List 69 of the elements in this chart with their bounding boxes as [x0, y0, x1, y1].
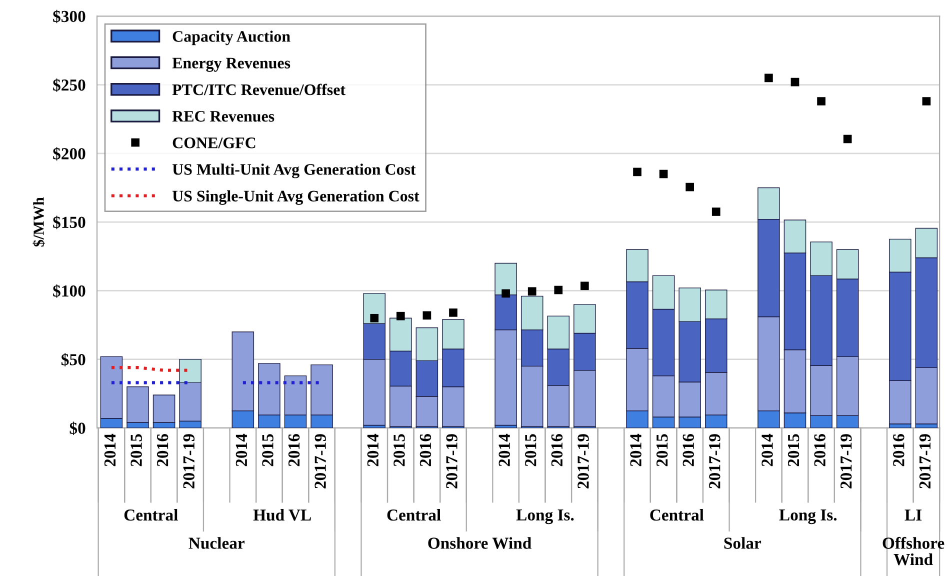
- x-tick-label: 2016: [288, 434, 300, 466]
- x-tick-label: 2014: [236, 434, 248, 466]
- y-tick-label: $200: [53, 147, 86, 160]
- text: LI: [904, 510, 922, 521]
- text: Onshore Wind: [428, 537, 532, 549]
- x-tick-label: 2016: [893, 434, 904, 466]
- point: [422, 311, 432, 320]
- x-tick-label: 2014: [367, 434, 379, 466]
- x-tick-label: 2015: [262, 434, 274, 466]
- x-tick-label: 2017-19: [919, 434, 931, 488]
- point: [580, 282, 589, 290]
- text: Solar: [724, 537, 762, 549]
- point: [922, 97, 931, 106]
- point: [843, 134, 852, 144]
- x-tick-label: 2016: [156, 434, 168, 466]
- x-tick-label: 2016: [814, 434, 826, 466]
- point: [659, 170, 668, 178]
- x-tick-label: 2016: [551, 434, 563, 466]
- y-axis-title: $/MWh: [32, 197, 45, 247]
- x-tick-label: 2015: [394, 434, 405, 466]
- text: Hud VL: [253, 508, 311, 521]
- text: Central: [650, 508, 704, 521]
- legend-label: US Single-Unit Avg Generation Cost: [172, 190, 420, 205]
- x-tick-label: 2014: [104, 434, 116, 466]
- y-tick-label: $250: [53, 78, 86, 92]
- legend-label: PTC/ITC Revenue/Offset: [172, 84, 346, 96]
- point: [554, 286, 563, 294]
- point: [790, 78, 800, 86]
- x-tick-label: 2017-19: [314, 434, 326, 488]
- x-tick-label: 2016: [682, 434, 694, 466]
- point: [370, 314, 379, 322]
- point: [449, 308, 458, 317]
- point: [712, 208, 720, 216]
- point: [633, 168, 642, 176]
- x-tick-label: 2017-19: [840, 434, 852, 488]
- x-tick-label: 2015: [525, 434, 536, 466]
- x-tick-label: 2015: [788, 434, 800, 466]
- text: Long Is.: [779, 509, 837, 524]
- x-tick-label: 2015: [130, 434, 142, 466]
- point: [502, 289, 510, 298]
- y-tick-label: $300: [53, 10, 86, 24]
- x-tick-label: 2017-19: [183, 434, 194, 488]
- point: [817, 97, 826, 106]
- y-tick-label: $150: [53, 216, 86, 230]
- x-tick-label: 2015: [656, 434, 668, 466]
- x-tick-label: 2017-19: [446, 434, 458, 488]
- legend-label: REC Revenues: [172, 110, 274, 122]
- legend-label: Capacity Auction: [172, 30, 290, 46]
- point: [764, 74, 773, 82]
- x-tick-label: 2014: [762, 434, 773, 466]
- point: [396, 312, 405, 320]
- x-tick-label: 2016: [420, 434, 432, 466]
- y-tick-label: $50: [61, 353, 86, 366]
- text: Central: [387, 508, 441, 521]
- text: Nuclear: [188, 537, 244, 549]
- x-tick-label: 2014: [630, 434, 642, 466]
- point: [686, 182, 694, 192]
- point: [528, 287, 536, 296]
- legend-label: US Multi-Unit Avg Generation Cost: [172, 164, 416, 178]
- y-tick-label: $100: [53, 284, 86, 298]
- legend-label: CONE/GFC: [172, 138, 256, 148]
- x-tick-label: 2017-19: [578, 434, 589, 488]
- y-tick-label: $0: [70, 422, 86, 436]
- text: Long Is.: [516, 509, 574, 524]
- legend-label: Energy Revenues: [172, 58, 290, 72]
- text: Offshore Wind: [882, 536, 944, 566]
- x-tick-label: 2017-19: [709, 434, 720, 488]
- x-tick-label: 2014: [498, 434, 510, 466]
- text: Central: [124, 508, 178, 521]
